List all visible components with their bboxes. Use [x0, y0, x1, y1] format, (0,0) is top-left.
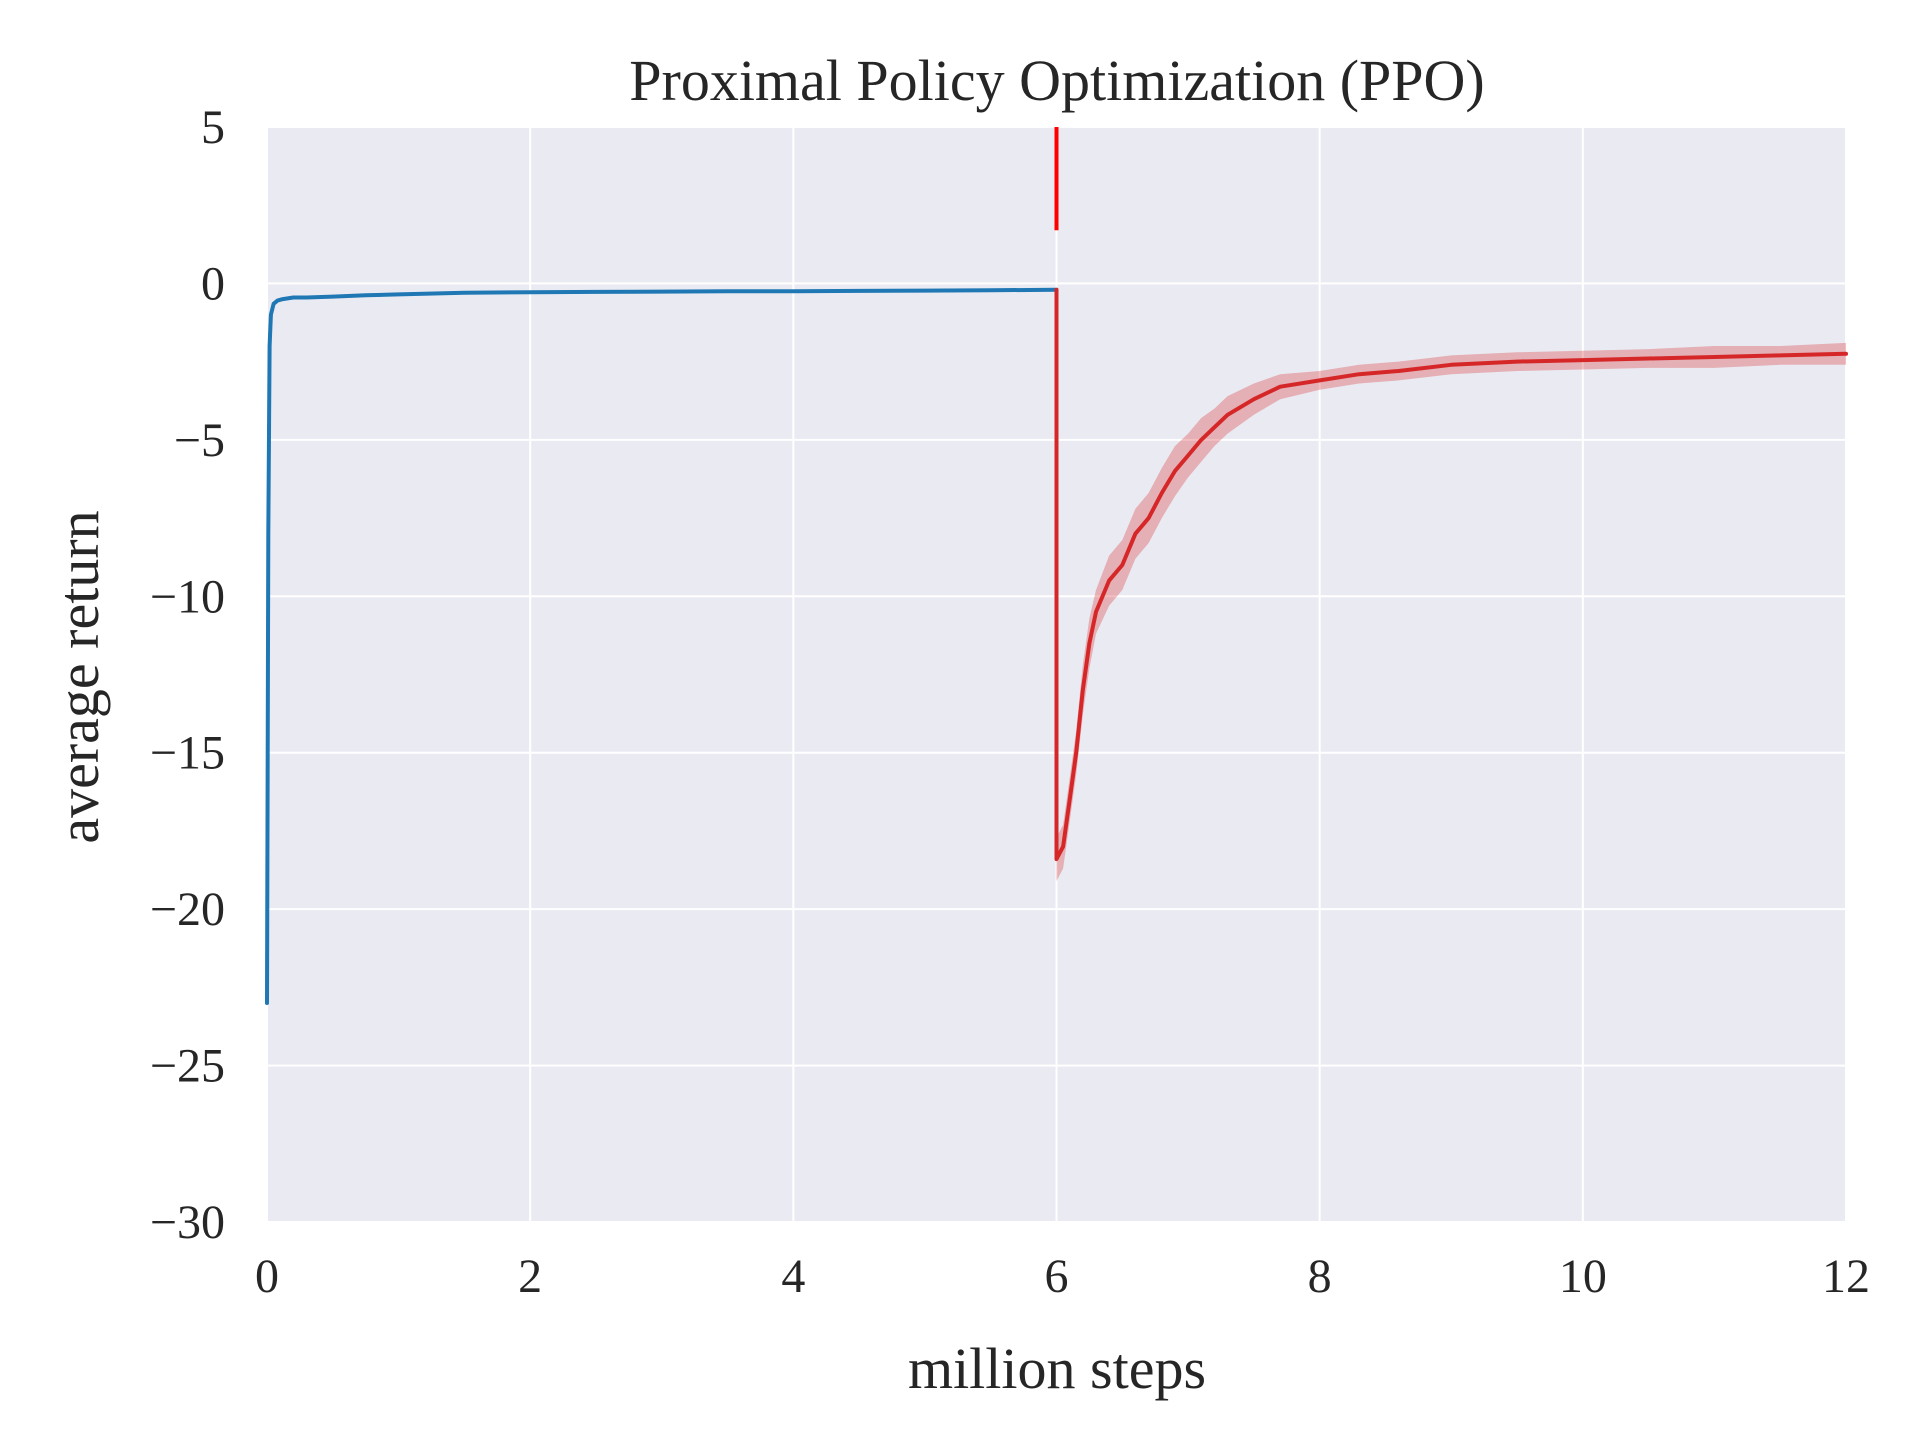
- y-tick-label: −25: [150, 1040, 225, 1093]
- y-tick-label: −10: [150, 570, 225, 623]
- y-axis-label: average return: [46, 510, 111, 843]
- y-tick-label: −20: [150, 883, 225, 936]
- x-tick-label: 2: [518, 1250, 542, 1303]
- x-tick-label: 4: [781, 1250, 805, 1303]
- y-tick-label: 0: [201, 257, 225, 310]
- x-tick-label: 0: [255, 1250, 279, 1303]
- y-tick-label: −5: [174, 414, 225, 467]
- y-tick-label: −15: [150, 727, 225, 780]
- series-0-line: [265, 287, 1059, 1005]
- plot-area: 0 2 4 6 8 10 12 5 0 −5 −10 −15 −20 −25 −30: [150, 101, 1870, 1303]
- chart-title: Proximal Policy Optimization (PPO): [629, 48, 1484, 113]
- series-1-line: [1054, 287, 1848, 862]
- x-tick-label: 10: [1559, 1250, 1607, 1303]
- x-tick-label: 12: [1822, 1250, 1870, 1303]
- x-tick-label: 6: [1045, 1250, 1069, 1303]
- x-axis-label: million steps: [908, 1336, 1206, 1401]
- y-tick-label: 5: [201, 101, 225, 154]
- y-tick-label: −30: [150, 1196, 225, 1249]
- x-tick-label: 8: [1308, 1250, 1332, 1303]
- series-1-confidence-band: [1056, 289, 1846, 881]
